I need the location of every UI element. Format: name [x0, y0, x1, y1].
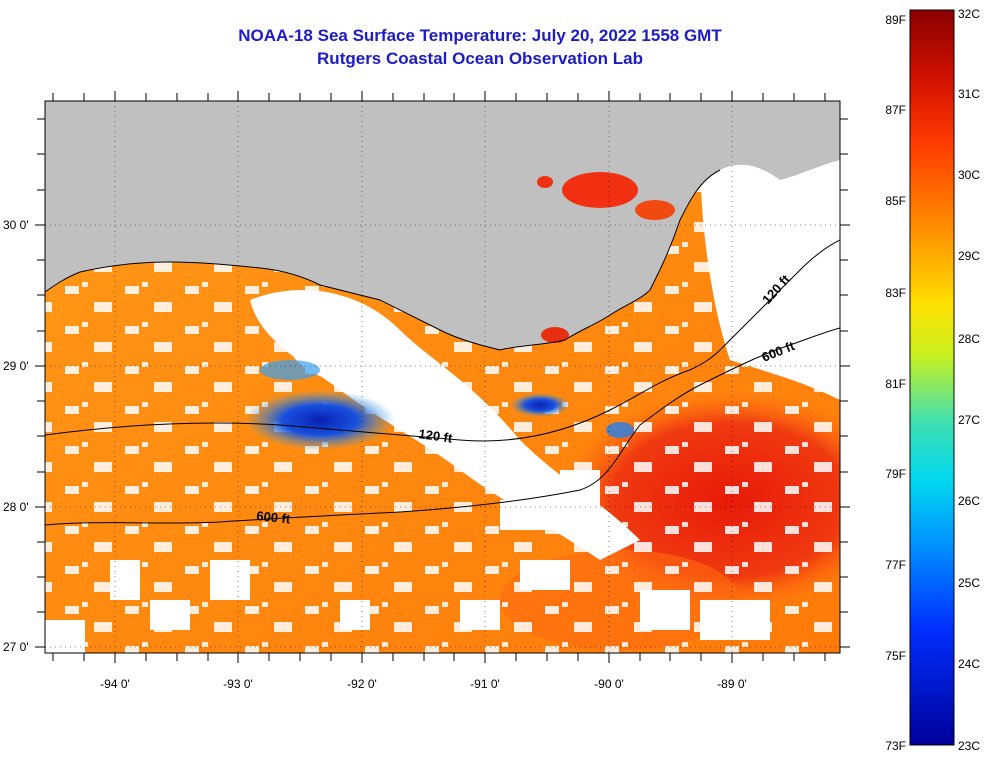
colorbar-c-label: 31C: [958, 87, 980, 101]
colorbar-c-label: 24C: [958, 657, 980, 671]
colorbar-f-label: 73F: [885, 739, 906, 753]
lat-label: 29 0': [3, 359, 29, 373]
lon-label: -92 0': [347, 677, 377, 691]
colorbar-c-label: 26C: [958, 494, 980, 508]
colorbar-f-label: 77F: [885, 558, 906, 572]
colorbar-f-label: 79F: [885, 467, 906, 481]
lon-label: -90 0': [594, 677, 624, 691]
land-mass: [45, 101, 840, 350]
colorbar-f-label: 83F: [885, 286, 906, 300]
colorbar-c-label: 29C: [958, 249, 980, 263]
colorbar-f-label: 89F: [885, 13, 906, 27]
lon-label: -94 0': [100, 677, 130, 691]
map-frame: [44, 100, 841, 654]
colorbar-f-label: 81F: [885, 377, 906, 391]
colorbar-c-label: 28C: [958, 332, 980, 346]
colorbar-c-label: 32C: [958, 7, 980, 21]
lon-label: -93 0': [223, 677, 253, 691]
cloud-cover-east: [700, 150, 840, 400]
contour-label-600ft-lower: 600 ft: [256, 508, 292, 527]
cool-sst-region: [245, 390, 395, 450]
lat-label: 27 0': [3, 640, 29, 654]
lat-label: 30 0': [3, 218, 29, 232]
axis-ticks: [35, 91, 850, 663]
lat-lon-grid: [45, 101, 840, 653]
colorbar-c-label: 30C: [958, 168, 980, 182]
colorbar-c-label: 23C: [958, 739, 980, 753]
map-subtitle: Rutgers Coastal Ocean Observation Lab: [317, 49, 643, 68]
contour-120ft-upper: [719, 239, 840, 351]
lon-label: -89 0': [717, 677, 747, 691]
map-title: NOAA-18 Sea Surface Temperature: July 20…: [238, 26, 722, 45]
colorbar-c-label: 27C: [958, 413, 980, 427]
contour-600ft-lower: [45, 384, 701, 526]
colorbar-c-label: 25C: [958, 576, 980, 590]
colorbar: [909, 9, 955, 746]
colorbar-f-label: 87F: [885, 103, 906, 117]
lon-label: -91 0': [470, 677, 500, 691]
contour-120ft-mid: [45, 349, 721, 442]
contour-600ft-upper: [699, 327, 840, 386]
contour-label-120ft-mid: 120 ft: [418, 426, 454, 446]
lat-label: 28 0': [3, 500, 29, 514]
colorbar-f-label: 75F: [885, 649, 906, 663]
colorbar-f-label: 85F: [885, 194, 906, 208]
